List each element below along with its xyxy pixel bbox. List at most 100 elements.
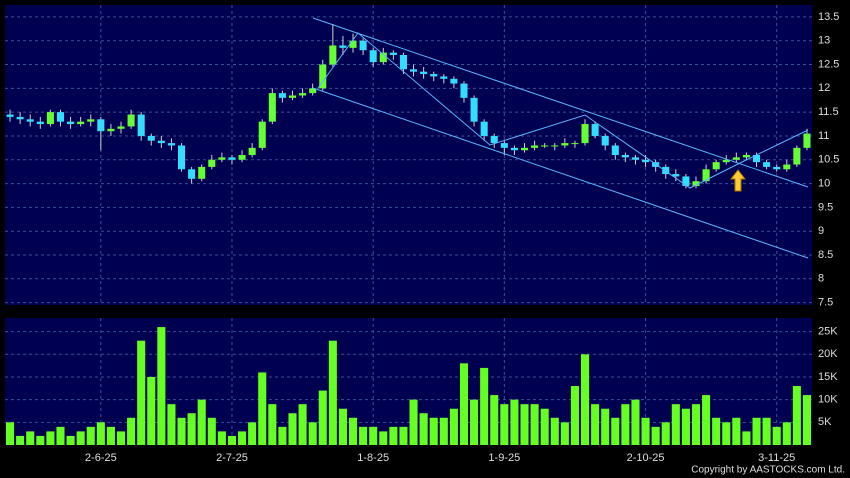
volume-bar [207, 417, 216, 445]
candle-body [379, 52, 387, 63]
candle-body [561, 143, 569, 146]
volume-bar [641, 417, 650, 445]
candle-body [369, 50, 377, 63]
candle-body [208, 159, 216, 167]
volume-bar [76, 431, 85, 445]
volume-tick-label: 25K [818, 326, 838, 338]
candle-body [520, 147, 529, 151]
volume-bar [389, 426, 398, 445]
volume-bar [520, 404, 529, 445]
candle-body [6, 114, 14, 117]
volume-bar [187, 413, 196, 445]
candle-body [359, 40, 367, 51]
candle-body [288, 95, 297, 98]
candle-body [329, 45, 337, 65]
trend-lines [312, 17, 809, 259]
volume-tick-label: 15K [818, 371, 838, 383]
volume-bar [106, 426, 115, 445]
volume-bar [429, 417, 438, 445]
candle-body [238, 155, 246, 160]
volume-bar [661, 422, 670, 445]
candle-body [601, 135, 609, 146]
y-tick-label: 10.5 [818, 154, 839, 166]
candle-body [36, 121, 44, 125]
candle-body [410, 69, 418, 72]
candle-body [440, 76, 448, 79]
volume-tick-label: 5K [818, 416, 832, 428]
volume-bar [26, 431, 35, 445]
candle-body [26, 119, 34, 122]
candle-body [389, 52, 397, 55]
candle-body [581, 124, 589, 144]
volume-bar [56, 426, 65, 445]
candle-body [228, 157, 236, 160]
volume-bar [46, 431, 55, 445]
volume-bar [157, 327, 166, 445]
volume-bar [116, 431, 126, 445]
candle-body [77, 121, 85, 125]
volume-bar [409, 399, 418, 445]
candle-body [571, 143, 579, 145]
volume-bar [651, 426, 660, 445]
volume-bar [147, 376, 156, 445]
y-tick-label: 9.5 [818, 201, 833, 213]
candle-body [137, 114, 145, 136]
candle-body [299, 93, 307, 96]
y-tick-label: 9 [818, 225, 824, 237]
y-tick-label: 13 [818, 35, 830, 47]
candle-body [16, 116, 24, 120]
arrow-marker [729, 169, 747, 192]
volume-bar [449, 408, 458, 445]
candle-body [278, 93, 286, 98]
volume-tick-label: 20K [818, 348, 838, 360]
volume-bar [621, 404, 630, 445]
candle-body [773, 166, 781, 170]
y-tick-label: 8.5 [818, 249, 833, 261]
y-tick-label: 13.5 [818, 11, 839, 23]
candle-body [692, 181, 700, 186]
volume-bar [802, 395, 811, 445]
candle-body [188, 169, 196, 179]
x-tick-label: 1-8-25 [357, 452, 389, 464]
volume-bar [379, 431, 388, 445]
volume-bar [127, 417, 136, 445]
volume-bar [419, 413, 428, 445]
candle-body [783, 164, 791, 170]
candle-body [97, 119, 105, 132]
volume-bar [96, 422, 105, 445]
volume-bar [248, 422, 257, 445]
candle-body [127, 114, 135, 127]
volume-bar [480, 367, 489, 445]
volume-bar [217, 431, 226, 445]
x-tick-label: 3-11-25 [758, 452, 795, 464]
candle-body [248, 147, 256, 155]
volume-bar [681, 408, 690, 445]
volume-bar [177, 417, 186, 445]
volume-bar [742, 431, 751, 445]
candle-body [793, 147, 801, 165]
candle-body [702, 169, 710, 182]
volume-bar [580, 354, 590, 445]
volume-bar [278, 426, 287, 445]
y-tick-label: 11.5 [818, 106, 839, 118]
candle-body [490, 135, 498, 144]
candle-body [178, 145, 186, 170]
volume-bar [399, 426, 408, 445]
x-tick-label: 2-7-25 [216, 452, 248, 464]
candle-body [430, 74, 438, 77]
candle-body [682, 176, 690, 186]
candle-body [87, 119, 95, 122]
volume-bar [490, 395, 499, 445]
candle-body [46, 112, 54, 125]
volume-bar [732, 417, 741, 445]
candle-body [591, 124, 599, 136]
volume-bar [86, 426, 95, 445]
candle-body [551, 145, 559, 147]
candle-body [742, 155, 750, 158]
volume-bar [712, 417, 721, 445]
candle-body [732, 157, 740, 160]
candle-body [631, 157, 639, 160]
volume-bar [238, 431, 247, 445]
volume-bar [298, 404, 307, 445]
